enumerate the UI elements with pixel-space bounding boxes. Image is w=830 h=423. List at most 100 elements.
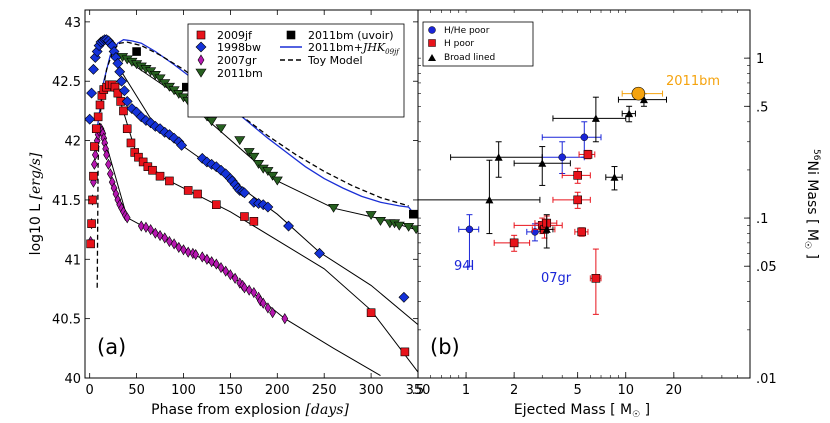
point-2007gr-46	[217, 262, 225, 274]
point-1998bw-22	[135, 111, 147, 123]
point-2011bm-8	[154, 74, 166, 84]
point-broad-lined-1	[494, 153, 503, 161]
ytick-label-a-0: 40	[64, 372, 81, 387]
point-1998bw-50	[314, 247, 325, 259]
ytick-label-a-3: 41.5	[52, 194, 81, 209]
legend-b-label-hhe-poor: H/He poor	[444, 26, 490, 36]
point-1998bw-1	[86, 87, 97, 99]
panel-a-xlabel: Phase from explosion [days]	[151, 402, 349, 418]
point-2007gr-39	[184, 246, 192, 258]
point-2007gr-36	[170, 238, 178, 250]
point-2009jf-16	[119, 106, 128, 116]
legend-b-marker-hhe-poor	[428, 26, 436, 34]
point-2007gr-4	[91, 158, 98, 170]
point-2011bm-19	[206, 117, 218, 127]
legend-b-label-h-poor: H poor	[444, 39, 474, 49]
point-2009jf-23	[148, 165, 157, 175]
xtick-label-a-50: 50	[128, 383, 145, 398]
point-h-poor-1	[573, 171, 582, 180]
point-2007gr-17	[103, 149, 110, 161]
point-2011bm-34	[393, 221, 405, 231]
point-2007gr-48	[227, 269, 234, 281]
annotation-2011bm: 2011bm	[666, 74, 720, 89]
point-2007gr-54	[250, 286, 258, 299]
point-2011bm-uvoir-0	[132, 47, 141, 56]
point-1998bw-16	[114, 66, 126, 78]
point-2007gr-19	[106, 168, 114, 180]
point-broad-lined-2	[538, 159, 547, 167]
point-2009jf-1	[87, 219, 96, 228]
panel-b-legend: H/He poor H poor Broad lined	[422, 21, 534, 67]
point-2009jf-29	[240, 212, 249, 221]
xtick-label-b-3: 5	[574, 383, 582, 398]
point-2007gr-57	[259, 297, 267, 309]
legend-a-marker-2011bm	[195, 68, 207, 78]
point-1998bw-44	[239, 187, 250, 199]
point-1998bw-28	[163, 129, 175, 141]
point-2009jf-31	[366, 308, 376, 318]
point-2011bm-26	[262, 167, 274, 177]
point-2007gr-53	[245, 284, 253, 296]
ytick-label-a-5: 42.5	[52, 75, 81, 90]
xtick-label-b-4: 10	[617, 383, 634, 398]
point-2011bm-35	[403, 222, 415, 232]
point-2009jf-24	[155, 171, 165, 181]
xtick-label-a-200: 200	[265, 383, 290, 398]
point-1998bw-17	[116, 75, 128, 87]
point-2009jf-17	[122, 124, 132, 134]
point-2009jf-0	[86, 239, 95, 249]
point-2007gr-38	[180, 244, 187, 256]
point-2009jf-26	[183, 186, 193, 195]
point-2007gr-28	[123, 212, 131, 224]
point-h-he-poor-0	[465, 225, 474, 234]
point-2007gr-58	[264, 302, 272, 314]
point-1998bw-19	[121, 95, 133, 107]
point-2007gr-30	[142, 221, 150, 233]
point-2007gr-41	[192, 248, 200, 261]
point-2007gr-43	[203, 253, 211, 265]
point-2009jf-27	[193, 189, 202, 199]
curve-toy-model	[96, 41, 409, 288]
legend-b-marker-h-poor	[428, 39, 436, 47]
point-1998bw-26	[154, 123, 166, 135]
legend-a-label-uvoir: 2011bm (uvoir)	[308, 29, 394, 42]
point-2009jf-6	[93, 112, 103, 122]
legend-a-marker-1998bw	[195, 41, 207, 53]
point-2011bm-31	[374, 217, 387, 226]
xtick-label-b-5: 20	[666, 383, 683, 398]
ytick-label-b-0: .01	[756, 372, 777, 387]
panel-a-label: (a)	[97, 335, 126, 359]
point-2007gr-42	[198, 251, 206, 263]
point-h-poor-3	[509, 238, 519, 248]
point-2009jf-25	[165, 176, 174, 186]
legend-b-label-broad-lined: Broad lined	[444, 53, 495, 63]
point-2007gr-45	[212, 258, 220, 270]
point-2007gr-29	[137, 220, 145, 232]
point-1998bw-0	[85, 113, 96, 125]
point-1998bw-51	[398, 291, 410, 303]
xtick-label-b-1: 1	[462, 383, 470, 398]
point-2007gr-52	[241, 282, 248, 294]
point-2009jf-18	[126, 138, 136, 148]
point-2007gr-47	[222, 265, 230, 277]
point-h-poor-8	[591, 274, 601, 283]
ytick-label-a-2: 41	[64, 253, 81, 268]
point-2007gr-34	[161, 232, 169, 244]
xtick-label-a-300: 300	[359, 383, 384, 398]
point-2011bm-24	[252, 160, 265, 169]
point-1998bw-49	[283, 220, 294, 232]
point-broad-lined-7	[639, 95, 648, 104]
point-2007gr-44	[208, 256, 215, 268]
point-broad-lined-5	[610, 173, 619, 181]
ytick-label-b-2: .1	[756, 212, 768, 227]
annotation-07gr: 07gr	[541, 271, 572, 286]
panel-b-ylabel: 56Ni Mass [ M☉ ]	[802, 149, 821, 259]
point-1998bw-32	[196, 152, 208, 164]
point-broad-lined-0	[485, 195, 494, 204]
legend-a-label-2007gr: 2007gr	[217, 54, 257, 67]
point-2009jf-4	[90, 142, 99, 151]
point-1998bw-48	[262, 201, 274, 213]
panel-b-label: (b)	[430, 335, 460, 359]
xtick-label-a-350: 350	[406, 383, 431, 398]
point-2009jf-3	[89, 171, 98, 181]
